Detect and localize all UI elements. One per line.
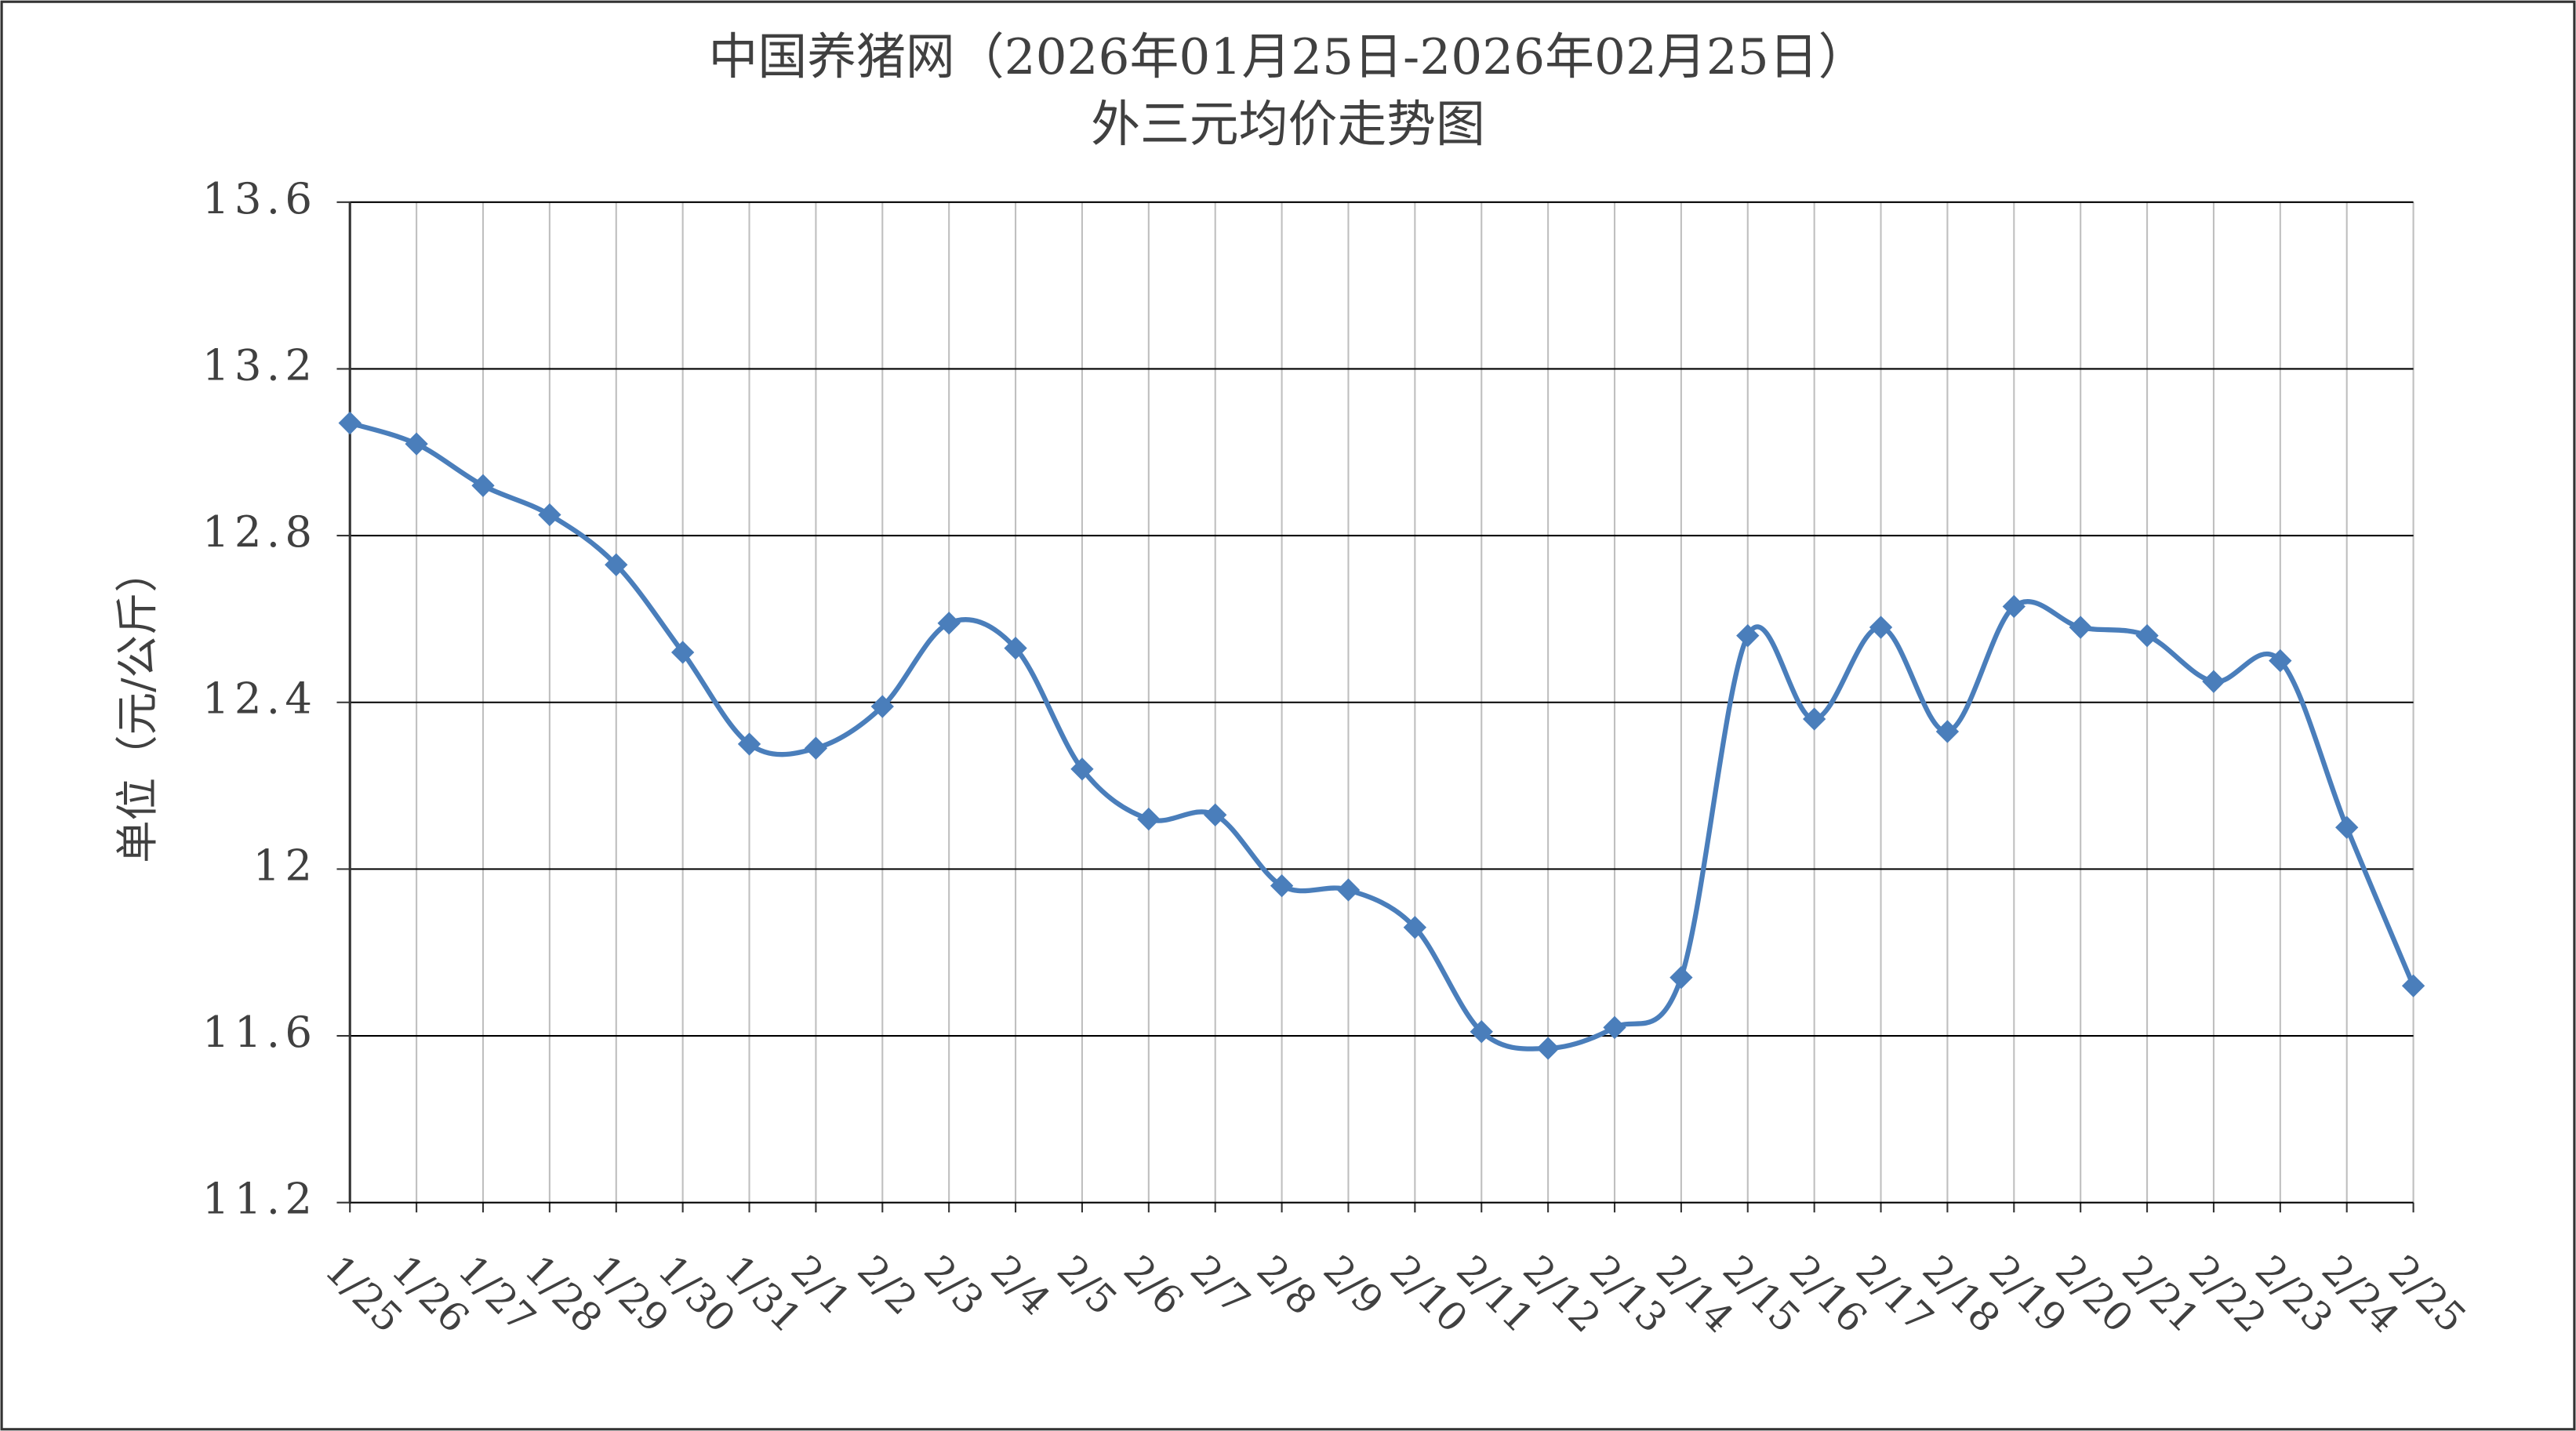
- y-tick-label: 12.4: [202, 674, 317, 724]
- marker: [1070, 757, 1094, 781]
- marker: [605, 553, 628, 576]
- marker: [1403, 916, 1427, 939]
- marker: [338, 411, 362, 435]
- marker: [405, 432, 428, 456]
- marker: [804, 736, 828, 760]
- chart-title: 中国养猪网（2026年01月25日-2026年02月25日）: [709, 28, 1868, 85]
- y-tick-label: 13.2: [202, 340, 317, 390]
- marker: [737, 732, 761, 756]
- marker: [2069, 616, 2092, 639]
- marker: [1004, 636, 1027, 660]
- y-tick-label: 11.2: [202, 1174, 317, 1224]
- y-tick-label: 12.8: [202, 507, 317, 557]
- marker: [870, 695, 894, 718]
- marker: [1137, 807, 1161, 831]
- marker: [1336, 878, 1361, 902]
- marker: [1270, 873, 1294, 898]
- y-tick-label: 11.6: [202, 1007, 317, 1057]
- y-tick-label: 13.6: [202, 173, 317, 223]
- chart-subtitle: 外三元均价走势图: [1091, 96, 1485, 153]
- y-tick-label: 12: [253, 840, 317, 890]
- y-axis-label: 单位（元/公斤）: [112, 550, 162, 863]
- marker: [2002, 594, 2026, 619]
- marker: [1536, 1037, 1560, 1060]
- marker: [1603, 1015, 1626, 1040]
